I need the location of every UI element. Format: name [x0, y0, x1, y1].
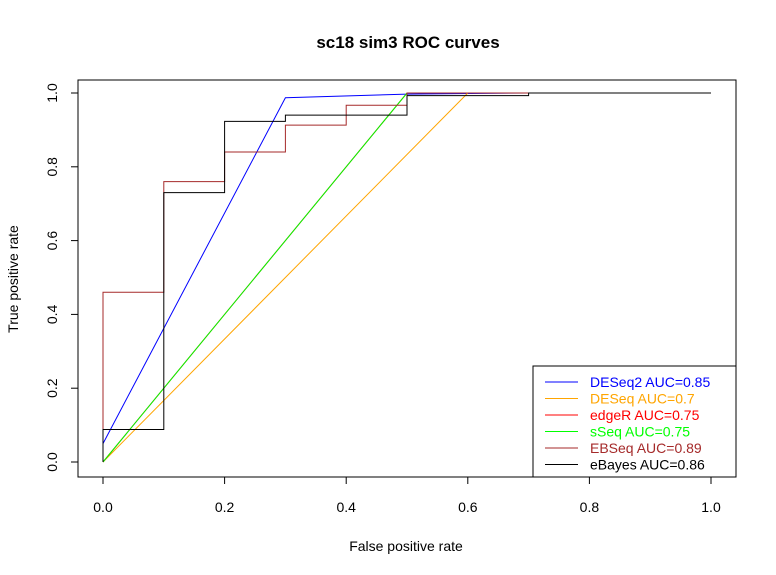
y-axis-label: True positive rate [5, 225, 21, 333]
series-line-deseq [102, 92, 529, 463]
legend-box [532, 365, 737, 478]
series-line-edger [102, 92, 529, 463]
y-tick-label: 0.4 [44, 304, 60, 324]
y-tick-label: 1.0 [44, 83, 60, 103]
legend-label-ebayes: eBayes AUC=0.86 [590, 457, 705, 473]
legend-label-deseq: DESeq AUC=0.7 [590, 391, 695, 407]
x-axis: 0.0 0.2 0.4 0.6 0.8 1.0 [93, 476, 721, 515]
legend-label-deseq2: DESeq2 AUC=0.85 [590, 374, 710, 390]
series-line-sseq [102, 92, 529, 463]
series-line-ebseq [102, 92, 529, 462]
y-tick-label: 0.6 [44, 231, 60, 251]
x-tick-label: 0.8 [580, 499, 600, 515]
y-tick-label: 0.0 [44, 452, 60, 472]
x-tick-label: 0.2 [215, 499, 235, 515]
y-tick-label: 0.2 [44, 378, 60, 398]
x-tick-label: 0.0 [93, 499, 113, 515]
chart-title: sc18 sim3 ROC curves [316, 33, 499, 52]
series-line-ebayes [102, 92, 711, 462]
y-tick-label: 0.8 [44, 157, 60, 177]
series-group [102, 92, 711, 463]
x-tick-label: 1.0 [701, 499, 721, 515]
legend-label-ebseq: EBSeq AUC=0.89 [590, 440, 702, 456]
y-axis: 0.0 0.2 0.4 0.6 0.8 1.0 [44, 83, 79, 472]
x-tick-label: 0.4 [336, 499, 356, 515]
x-axis-label: False positive rate [349, 538, 463, 554]
x-tick-label: 0.6 [458, 499, 478, 515]
legend-label-edger: edgeR AUC=0.75 [590, 407, 700, 423]
legend-label-sseq: sSeq AUC=0.75 [590, 424, 690, 440]
